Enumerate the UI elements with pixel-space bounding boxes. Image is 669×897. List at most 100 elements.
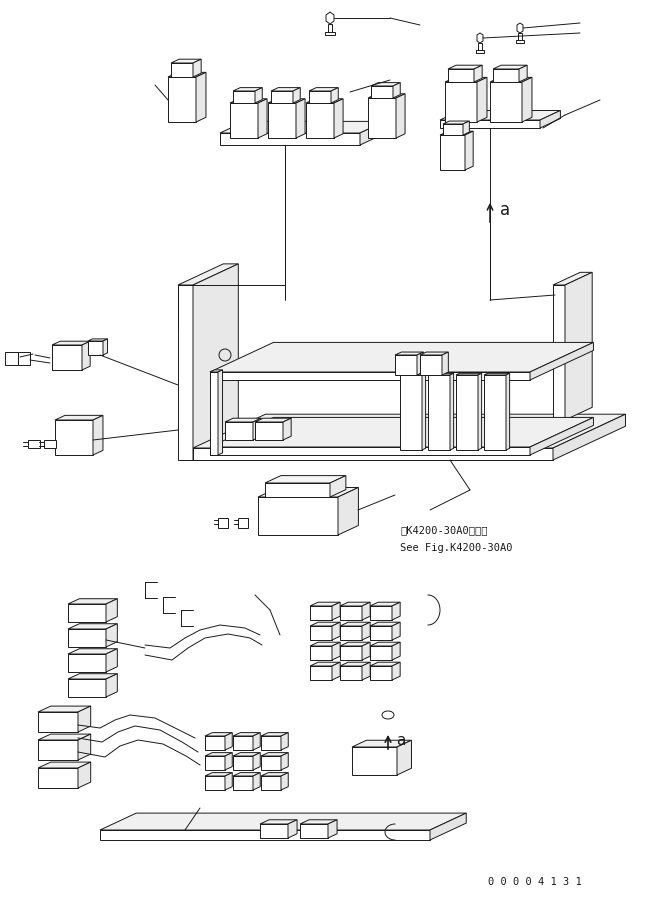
Polygon shape: [268, 99, 305, 103]
Polygon shape: [440, 110, 561, 120]
Polygon shape: [370, 602, 400, 606]
Polygon shape: [193, 448, 553, 460]
Polygon shape: [328, 820, 337, 838]
Polygon shape: [220, 133, 360, 145]
Polygon shape: [310, 662, 340, 666]
Polygon shape: [205, 756, 225, 770]
Polygon shape: [310, 606, 332, 620]
Polygon shape: [78, 706, 91, 732]
Polygon shape: [233, 753, 260, 756]
Polygon shape: [362, 602, 370, 620]
Polygon shape: [255, 418, 291, 422]
Polygon shape: [233, 733, 260, 736]
Polygon shape: [258, 99, 267, 138]
Polygon shape: [332, 602, 340, 620]
Polygon shape: [477, 77, 487, 122]
Polygon shape: [88, 341, 103, 355]
Polygon shape: [310, 646, 332, 660]
Text: 第K4200-30A0図参照: 第K4200-30A0図参照: [400, 525, 488, 535]
Polygon shape: [253, 733, 260, 750]
Polygon shape: [310, 642, 340, 646]
Polygon shape: [340, 646, 362, 660]
Polygon shape: [362, 662, 370, 680]
Polygon shape: [253, 418, 261, 440]
Polygon shape: [168, 73, 206, 77]
Polygon shape: [370, 666, 392, 680]
Polygon shape: [265, 475, 346, 483]
Polygon shape: [38, 706, 91, 712]
Polygon shape: [417, 352, 423, 375]
Polygon shape: [218, 518, 228, 528]
Polygon shape: [68, 649, 117, 654]
Polygon shape: [309, 88, 339, 91]
Polygon shape: [490, 77, 532, 82]
Polygon shape: [281, 772, 288, 790]
Polygon shape: [565, 273, 592, 420]
Polygon shape: [225, 733, 232, 750]
Polygon shape: [428, 375, 450, 450]
Polygon shape: [255, 88, 262, 103]
Polygon shape: [210, 370, 223, 372]
Polygon shape: [233, 88, 262, 91]
Polygon shape: [448, 69, 474, 82]
Polygon shape: [465, 131, 473, 170]
Polygon shape: [370, 626, 392, 640]
Polygon shape: [168, 77, 196, 122]
Polygon shape: [516, 40, 524, 43]
Polygon shape: [210, 372, 530, 380]
Polygon shape: [474, 65, 482, 82]
Polygon shape: [261, 756, 281, 770]
Polygon shape: [310, 626, 332, 640]
Polygon shape: [225, 418, 261, 422]
Polygon shape: [420, 355, 442, 375]
Polygon shape: [395, 352, 423, 355]
Polygon shape: [233, 736, 253, 750]
Polygon shape: [210, 343, 593, 372]
Polygon shape: [225, 772, 232, 790]
Polygon shape: [258, 497, 338, 535]
Polygon shape: [484, 375, 506, 450]
Polygon shape: [392, 662, 400, 680]
Polygon shape: [260, 820, 297, 824]
Polygon shape: [171, 59, 201, 63]
Polygon shape: [178, 264, 238, 285]
Polygon shape: [326, 12, 334, 24]
Polygon shape: [519, 65, 527, 82]
Polygon shape: [553, 273, 592, 285]
Polygon shape: [38, 762, 91, 768]
Polygon shape: [218, 370, 223, 455]
Polygon shape: [340, 602, 370, 606]
Polygon shape: [68, 598, 117, 604]
Polygon shape: [52, 341, 90, 345]
Polygon shape: [310, 602, 340, 606]
Polygon shape: [238, 518, 248, 528]
Polygon shape: [445, 82, 477, 122]
Polygon shape: [106, 649, 117, 672]
Polygon shape: [261, 776, 281, 790]
Polygon shape: [392, 623, 400, 640]
Polygon shape: [210, 447, 530, 455]
Polygon shape: [360, 121, 385, 145]
Polygon shape: [38, 740, 78, 760]
Polygon shape: [340, 642, 370, 646]
Polygon shape: [28, 440, 40, 448]
Polygon shape: [340, 626, 362, 640]
Polygon shape: [420, 352, 448, 355]
Polygon shape: [370, 606, 392, 620]
Polygon shape: [68, 604, 106, 622]
Polygon shape: [370, 623, 400, 626]
Polygon shape: [396, 94, 405, 138]
Polygon shape: [225, 753, 232, 770]
Polygon shape: [392, 642, 400, 660]
Polygon shape: [331, 88, 339, 103]
Polygon shape: [540, 110, 561, 128]
Polygon shape: [261, 753, 288, 756]
Polygon shape: [68, 629, 106, 647]
Polygon shape: [477, 33, 483, 43]
Polygon shape: [306, 99, 343, 103]
Polygon shape: [68, 623, 117, 629]
Polygon shape: [55, 420, 93, 455]
Polygon shape: [518, 33, 522, 40]
Text: 0 0 0 0 4 1 3 1: 0 0 0 0 4 1 3 1: [488, 877, 582, 887]
Polygon shape: [233, 776, 253, 790]
